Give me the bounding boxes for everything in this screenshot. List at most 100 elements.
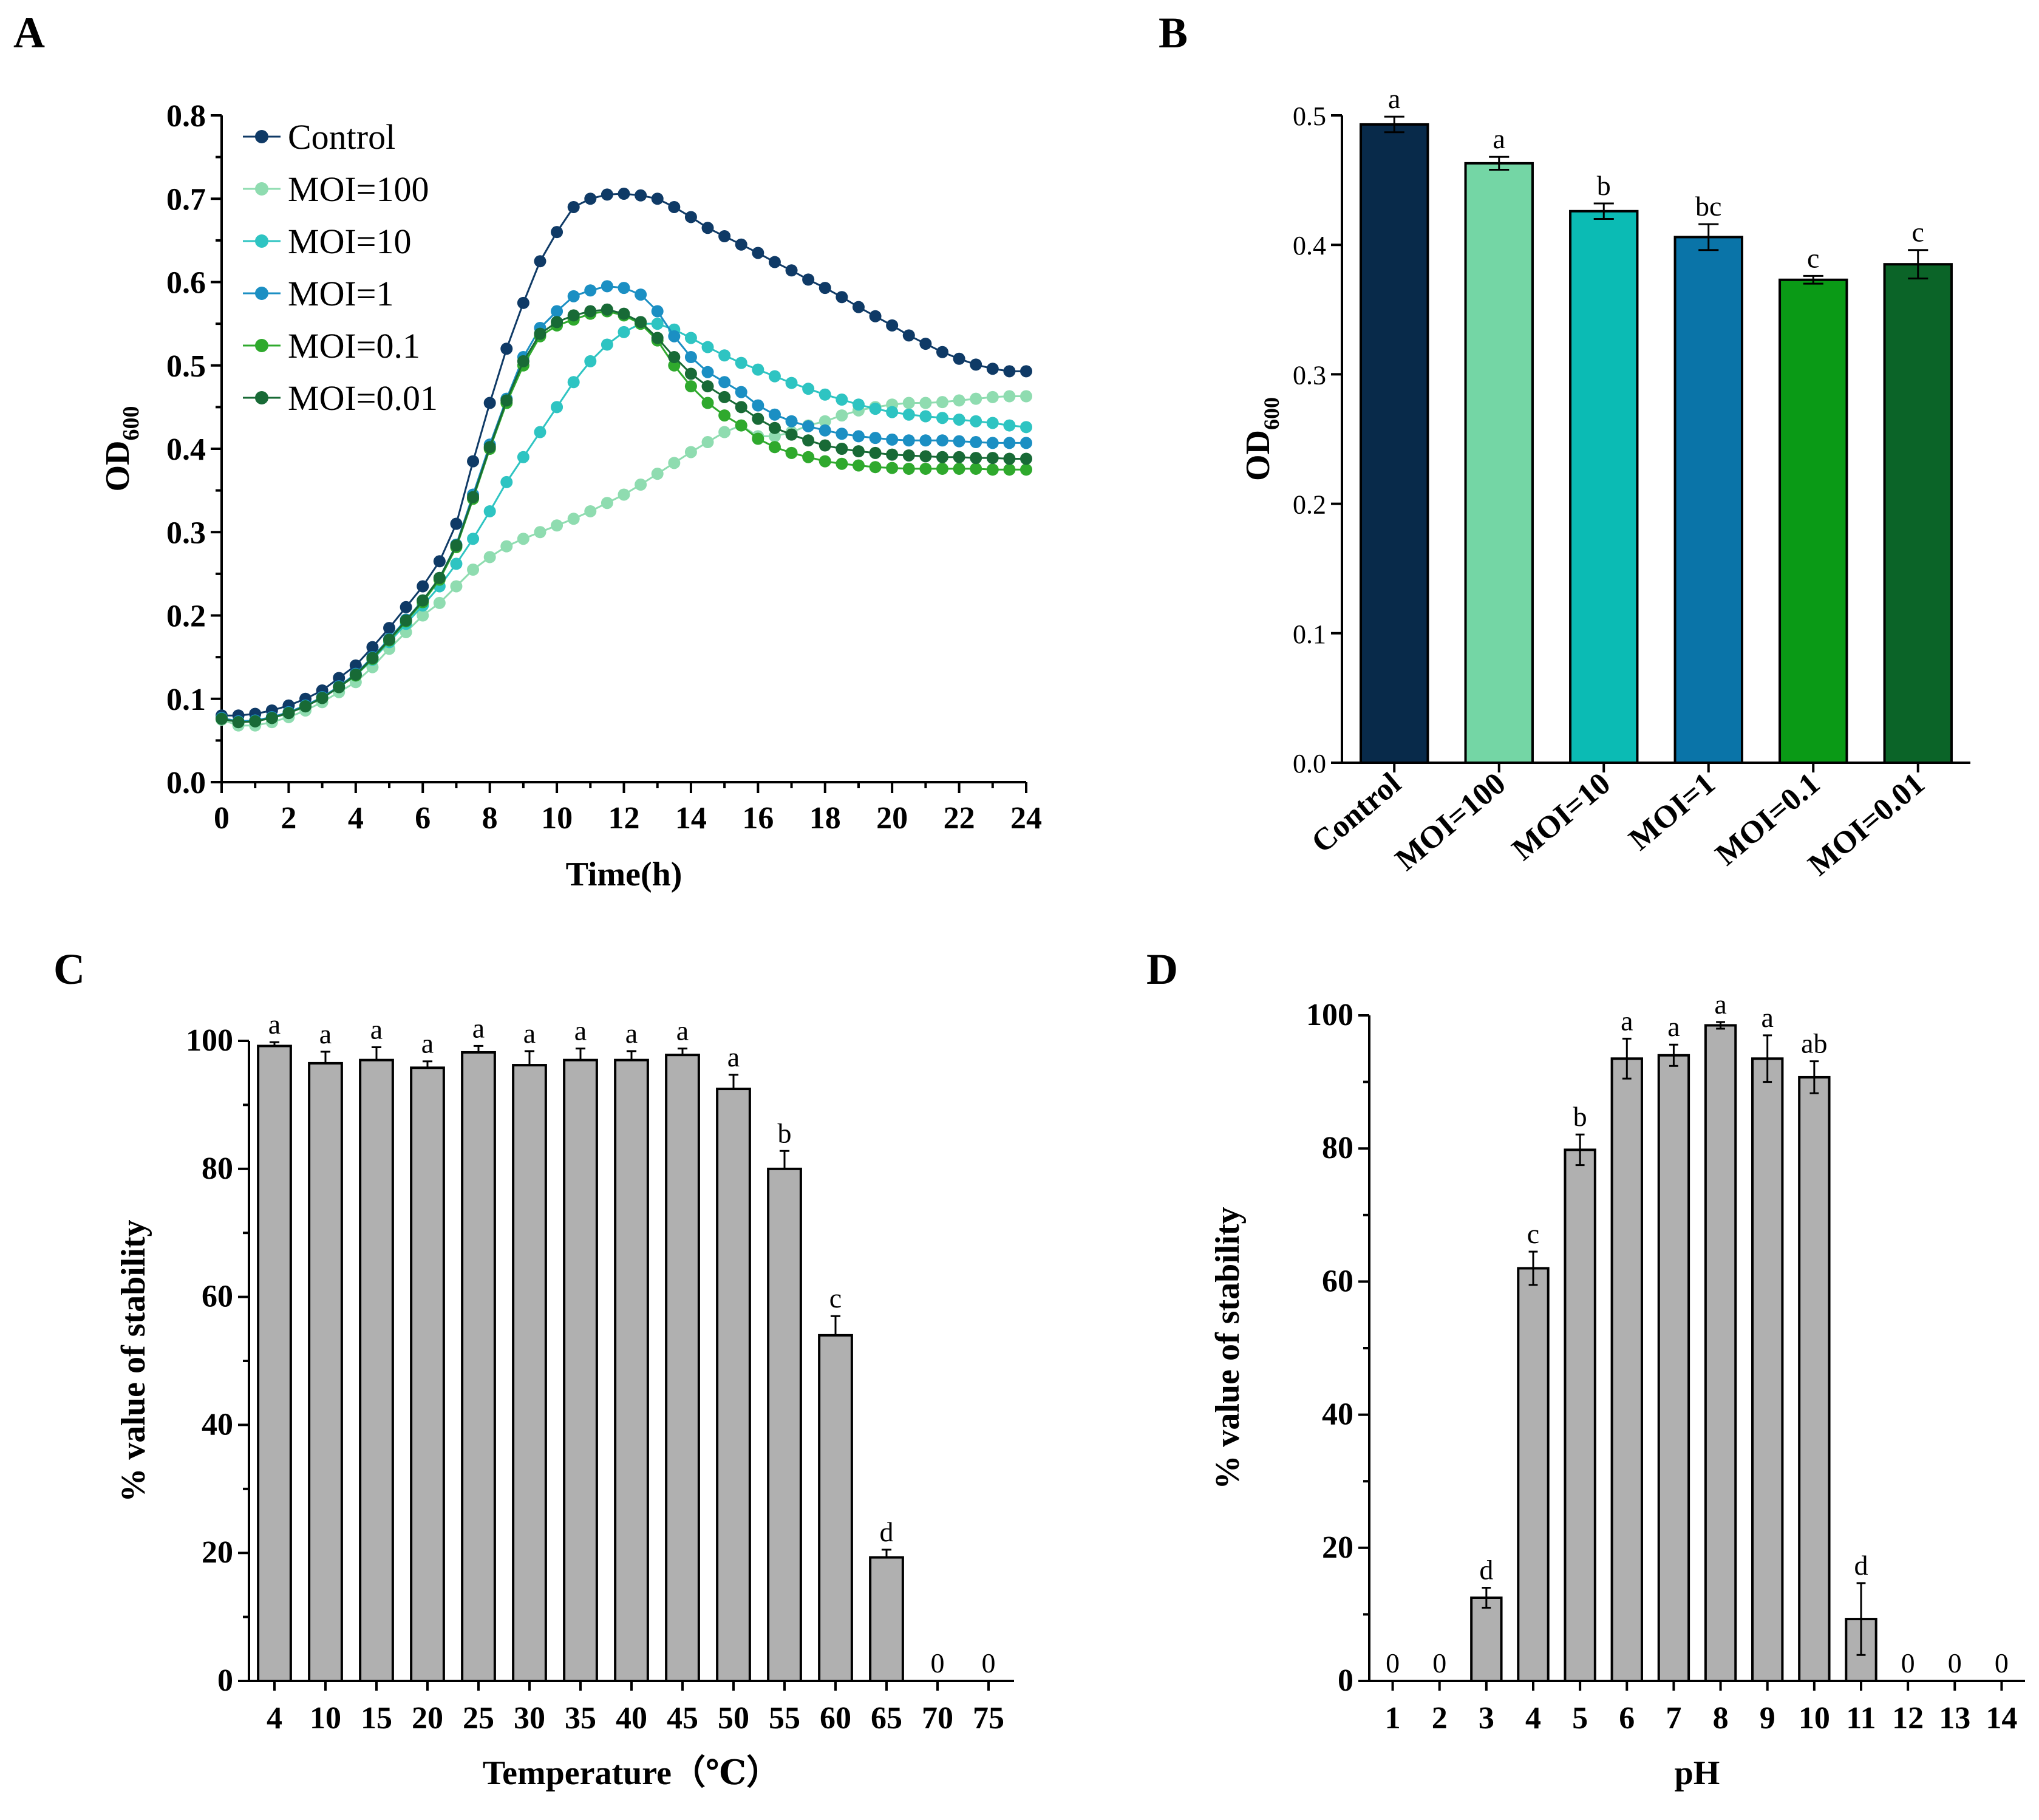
y-axis-title-subscript: 600 [1259,397,1284,430]
significance-letter: c [829,1283,842,1314]
data-point [433,555,446,568]
x-tick-label: 6 [1619,1701,1635,1736]
data-point [718,230,731,243]
data-point [701,222,714,234]
data-point [1003,365,1016,378]
data-point [819,424,831,437]
bar [359,1058,394,1682]
y-axis-title: OD600 [99,406,144,492]
x-tick-label: MOI=10 [1506,766,1617,868]
data-point [534,255,546,268]
bar [869,1556,904,1682]
growth-curve-chart: 0.00.10.20.30.40.50.60.70.80 2 4 6 8 10 12 14 16… [99,99,1042,893]
data-point [953,435,965,448]
x-tick-label: Control [1305,766,1408,860]
significance-letter: a [676,1015,689,1046]
data-point [618,307,630,320]
od600-bar-chart: 0.0 0.1 0.2 0.3 0.4 0.5 a Control a MOI=100 b MOI=1… [1239,83,1970,882]
bar-group-55: b 55 [767,1117,802,1736]
data-point [651,318,664,330]
data-point [299,700,312,713]
significance-letter: ab [1801,1028,1827,1059]
data-point [668,359,681,372]
x-tick-label: 6 [415,801,431,836]
y-axis-title: % value of stability [1209,1207,1247,1489]
legend-swatch-marker [255,391,268,404]
bar-group-50: a 50 [716,1041,751,1736]
data-point [836,291,848,304]
x-tick-label: 18 [809,801,841,836]
y-axis-title-main: % value of stability [1209,1207,1247,1489]
data-point [1020,421,1032,434]
significance-letter: 0 [982,1648,996,1679]
data-point [467,455,480,468]
y-tick-label: 80 [202,1151,233,1186]
x-tick-label: 10 [310,1701,341,1736]
x-tick-label: 20 [876,801,908,836]
bar [461,1051,496,1682]
bar [1564,1148,1596,1682]
series-line [221,310,1026,723]
bar-group-35: a 35 [563,1015,598,1736]
significance-letter: a [268,1009,281,1040]
data-point [383,633,396,646]
bar-group-4: c4 [1517,1218,1550,1736]
y-tick-label: 0.1 [166,683,206,717]
bar-group-30: a 30 [512,1018,547,1736]
panel-label-d: D [1146,945,1178,994]
significance-letter: a [1388,83,1400,114]
x-axis-title: pH [1675,1754,1720,1792]
significance-letter: c [1912,217,1924,248]
data-point [836,428,848,440]
data-point [768,408,781,421]
legend-swatch-marker [255,234,268,248]
y-tick-label: 0.0 [1293,749,1326,779]
data-point [618,325,630,338]
x-tick-label: 45 [667,1701,698,1736]
data-point [953,451,965,463]
data-point [852,301,865,313]
bar [767,1167,802,1683]
legend-label-control: Control [288,117,395,157]
data-point [1020,437,1032,449]
data-point [970,436,982,449]
data-point [450,517,463,530]
data-point [551,401,563,414]
y-tick-label: 60 [1322,1264,1353,1298]
bar-group-2: 02 [1432,1648,1448,1736]
x-tick-label: 12 [1892,1701,1924,1736]
data-point [584,505,597,517]
data-point [802,383,815,395]
x-tick-label: 35 [565,1701,596,1736]
data-point [819,282,831,295]
data-point [936,396,948,409]
data-point [785,415,798,428]
data-point [936,434,948,447]
data-point [601,280,613,293]
data-point [1020,463,1032,476]
data-point [417,609,429,622]
bar-group-moi-1: bc MOI=1 [1622,191,1743,857]
data-point [517,355,529,367]
data-point [970,415,982,428]
x-tick-label: 30 [514,1701,545,1736]
data-point [517,533,529,545]
y-tick-label: 40 [1322,1397,1353,1432]
bar-group-6: a6 [1610,1005,1643,1736]
data-point [785,446,798,459]
data-point [684,211,697,223]
bar-group-15: a 15 [359,1014,394,1736]
significance-letter: a [727,1041,740,1072]
data-point [567,309,580,322]
data-point [970,392,982,405]
x-tick-label: 14 [1986,1701,2017,1736]
bar [1779,278,1848,765]
data-point [752,247,764,259]
bar-group-4: a4 [257,1009,292,1736]
significance-letter: a [1714,989,1726,1020]
data-point [735,238,747,251]
data-point [450,580,463,593]
bar-group-9: a9 [1751,1002,1784,1736]
bar-group-1: 01 [1385,1648,1401,1736]
